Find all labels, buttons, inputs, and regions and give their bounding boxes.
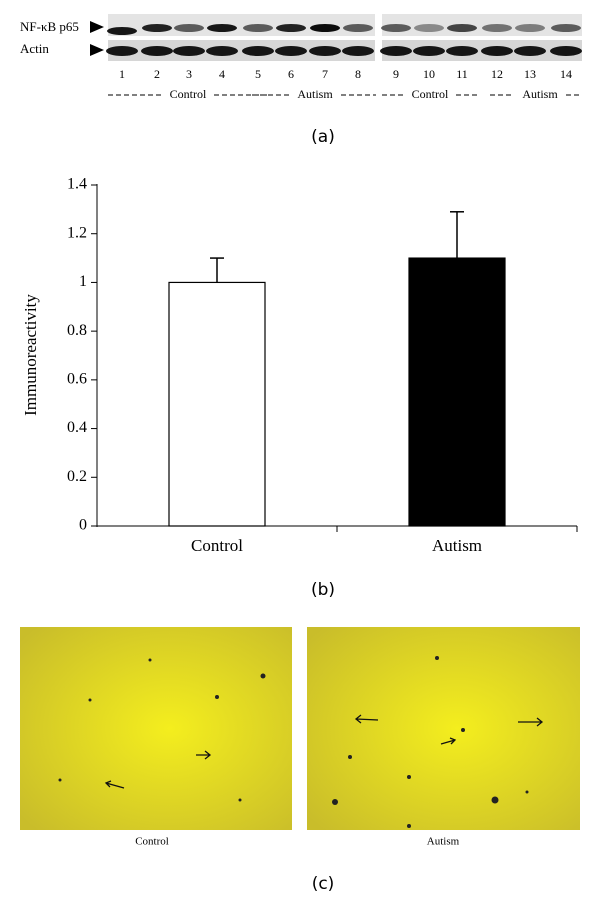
row-arrow [90, 21, 104, 33]
band [551, 24, 581, 32]
y-tick-label: 0.6 [67, 371, 87, 388]
lane-label: 4 [219, 67, 225, 81]
y-tick-label: 0.2 [67, 468, 87, 485]
panel-label: (a) [311, 127, 335, 147]
y-tick-label: 1.4 [67, 176, 87, 193]
y-tick-label: 0 [79, 517, 87, 534]
band [173, 46, 205, 56]
band [174, 24, 204, 32]
band [106, 46, 138, 56]
cells [58, 656, 529, 828]
band [381, 24, 411, 32]
lane-label: 11 [456, 67, 468, 81]
panel-label: (c) [312, 874, 335, 894]
group-label: Autism [297, 87, 333, 101]
band [309, 46, 341, 56]
band [276, 24, 306, 32]
bar [168, 281, 266, 527]
band [142, 24, 172, 32]
band [481, 46, 513, 56]
band [515, 24, 545, 32]
band [342, 46, 374, 56]
band [414, 24, 444, 32]
band [550, 46, 582, 56]
row-label: NF-κB p65 [20, 19, 79, 34]
band [514, 46, 546, 56]
y-axis-title: Immunoreactivity [21, 294, 40, 416]
micrograph [20, 627, 292, 830]
group-label: Control [412, 87, 449, 101]
lane-label: 12 [491, 67, 503, 81]
blot-strip [108, 14, 375, 36]
lane-label: 8 [355, 67, 361, 81]
band [446, 46, 478, 56]
lane-label: 9 [393, 67, 399, 81]
lane-label: 5 [255, 67, 261, 81]
lane-label: 7 [322, 67, 328, 81]
x-tick-label: Control [191, 536, 243, 555]
x-tick-label: Autism [432, 536, 482, 555]
y-tick-label: 1.2 [67, 224, 87, 241]
lane-label: 1 [119, 67, 125, 81]
band [482, 24, 512, 32]
lane-label: 14 [560, 67, 572, 81]
y-tick-label: 0.4 [67, 419, 87, 436]
blot-strip [382, 14, 582, 36]
band [275, 46, 307, 56]
y-tick-label: 0.8 [67, 322, 87, 339]
band [207, 24, 237, 32]
band [310, 24, 340, 32]
band [107, 27, 137, 35]
bar [408, 257, 506, 527]
band [242, 46, 274, 56]
band [141, 46, 173, 56]
caption: Autism [427, 836, 460, 848]
panel-label: (b) [311, 580, 335, 600]
band [447, 24, 477, 32]
group-label: Control [170, 87, 207, 101]
band [380, 46, 412, 56]
band [343, 24, 373, 32]
band [206, 46, 238, 56]
micrograph [307, 627, 580, 830]
y-tick-label: 1 [79, 273, 87, 290]
row-label: Actin [20, 41, 49, 56]
lane-label: 2 [154, 67, 160, 81]
lane-label: 3 [186, 67, 192, 81]
blot-strip [108, 40, 375, 61]
band [413, 46, 445, 56]
lane-label: 13 [524, 67, 536, 81]
group-label: Autism [522, 87, 558, 101]
lane-label: 6 [288, 67, 294, 81]
arrows [104, 714, 544, 789]
caption: Control [135, 836, 169, 848]
row-arrow [90, 44, 104, 56]
lane-label: 10 [423, 67, 435, 81]
band [243, 24, 273, 32]
